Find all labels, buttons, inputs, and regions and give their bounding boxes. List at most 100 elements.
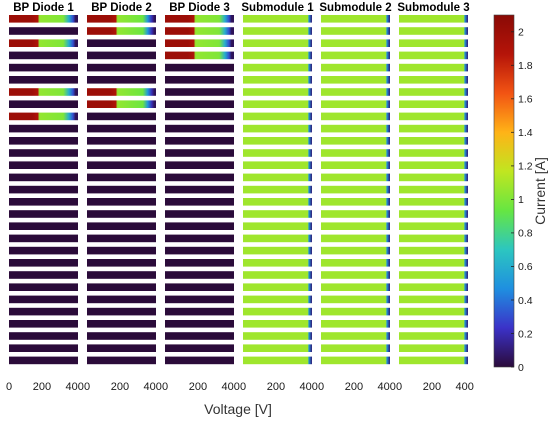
heatmap-row-cell <box>243 320 312 328</box>
heatmap-row-cell <box>9 100 78 108</box>
heatmap-row-cell <box>399 246 468 255</box>
heatmap-row-cell <box>243 283 312 291</box>
panel-1: BP Diode 1 0 200 400 <box>6 2 84 393</box>
heatmap-row-cell <box>87 63 156 72</box>
heatmap-row-cell <box>321 39 390 47</box>
heatmap-row-cell <box>87 27 156 35</box>
heatmap-row-cell <box>87 344 156 352</box>
panel-title: Submodule 3 <box>397 2 469 14</box>
heatmap-row-cell <box>9 356 78 365</box>
heatmap-row-cell <box>87 173 156 182</box>
heatmap-row-cell <box>9 27 78 35</box>
heatmap-row-cell <box>243 356 312 365</box>
heatmap-row-cell <box>243 51 312 60</box>
heatmap-row-cell <box>165 15 234 23</box>
heatmap-row-cell <box>165 246 234 255</box>
heatmap-row-cell <box>9 112 78 121</box>
heatmap-row-cell <box>9 246 78 255</box>
colorbar-title: Current [A] <box>532 157 548 225</box>
heatmap-row-cell <box>87 137 156 145</box>
heatmap-row-cell <box>165 100 234 108</box>
x-tick-label: 200 <box>267 381 285 393</box>
x-tick-label: 200 <box>345 381 363 393</box>
heatmap-row-cell <box>321 259 390 267</box>
heatmap-row-cell <box>87 332 156 340</box>
heatmap-row-cell <box>9 63 78 72</box>
heatmap-row-cell <box>321 76 390 84</box>
colorbar-gradient <box>493 14 515 368</box>
heatmap-row-cell <box>399 124 468 133</box>
heatmap-row-cell <box>243 15 312 23</box>
heatmap-row-cell <box>9 15 78 23</box>
heatmap-row-cell <box>165 63 234 72</box>
heatmap-row-cell <box>165 51 234 60</box>
heatmap-row-cell <box>87 88 156 96</box>
heatmap-row-cell <box>9 271 78 279</box>
heatmap-row-cell <box>165 320 234 328</box>
heatmap-row-cell <box>87 271 156 279</box>
heatmap-row-cell <box>243 332 312 340</box>
heatmap-row-cell <box>165 210 234 218</box>
panel-title: Submodule 1 <box>241 2 314 14</box>
heatmap-row-cell <box>165 222 234 230</box>
heatmap-row-cell <box>321 307 390 316</box>
heatmap-row-cell <box>165 332 234 340</box>
heatmap-row-cell <box>399 39 468 47</box>
heatmap-row-cell <box>399 137 468 145</box>
heatmap-row-cell <box>243 222 312 230</box>
heatmap-row-cell <box>165 344 234 352</box>
heatmap-row-cell <box>399 295 468 304</box>
heatmap-row-cell <box>243 100 312 108</box>
heatmap-row-cell <box>321 332 390 340</box>
heatmap-row-cell <box>165 27 234 35</box>
heatmap-row-cell <box>399 63 468 72</box>
heatmap-row-cell <box>87 100 156 108</box>
heatmap-row-cell <box>87 283 156 291</box>
heatmap-row-cell <box>9 332 78 340</box>
heatmap-row-cell <box>399 234 468 243</box>
heatmap-row-cell <box>87 161 156 169</box>
panel-title: BP Diode 1 <box>13 2 74 14</box>
colorbar-ticks: 0 0.2 0.4 0.6 0.8 1 1.2 1.4 1.6 1.8 2 <box>511 27 533 374</box>
heatmap-row-cell <box>9 137 78 145</box>
heatmap-row-cell <box>9 76 78 84</box>
heatmap-row-cell <box>9 185 78 194</box>
heatmap-row-cell <box>243 234 312 243</box>
heatmap-row-cell <box>243 173 312 182</box>
colorbar-tick-label: 0 <box>518 362 524 374</box>
colorbar-tick-label: 0.6 <box>518 261 533 273</box>
heatmap-row-cell <box>165 259 234 267</box>
colorbar-tick-label: 1 <box>518 194 524 206</box>
heatmap-row-cell <box>243 259 312 267</box>
heatmap-row-cell <box>243 112 312 121</box>
heatmap-row-cell <box>87 76 156 84</box>
heatmap-row-cell <box>321 283 390 291</box>
heatmap-row-cell <box>87 124 156 133</box>
heatmap-row-cell <box>399 149 468 157</box>
x-tick-label: 0 <box>162 381 168 393</box>
x-tick-label: 200 <box>111 381 129 393</box>
x-tick-label: 200 <box>423 381 441 393</box>
heatmap-row-cell <box>165 161 234 169</box>
x-tick-label: 400 <box>378 381 396 393</box>
heatmap-row-cell <box>321 27 390 35</box>
heatmap-row-cell <box>87 39 156 47</box>
heatmap-row-cell <box>243 295 312 304</box>
heatmap-row-cell <box>243 210 312 218</box>
heatmap-row-cell <box>87 210 156 218</box>
heatmap-row-cell <box>87 222 156 230</box>
heatmap-row-cell <box>243 137 312 145</box>
heatmap-row-cell <box>243 271 312 279</box>
heatmap-row-cell <box>399 198 468 206</box>
heatmap-row-cell <box>243 307 312 316</box>
heatmap-row-cell <box>87 15 156 23</box>
x-tick-label: 200 <box>189 381 207 393</box>
heatmap-row-cell <box>87 112 156 121</box>
x-tick-label: 400 <box>222 381 240 393</box>
panel-2: BP Diode 2 0 200 400 <box>84 2 162 393</box>
heatmap-row-cell <box>321 295 390 304</box>
x-tick-label: 0 <box>84 381 90 393</box>
heatmap-row-cell <box>321 88 390 96</box>
colorbar-tick-label: 1.4 <box>518 127 533 139</box>
heatmap-row-cell <box>243 246 312 255</box>
